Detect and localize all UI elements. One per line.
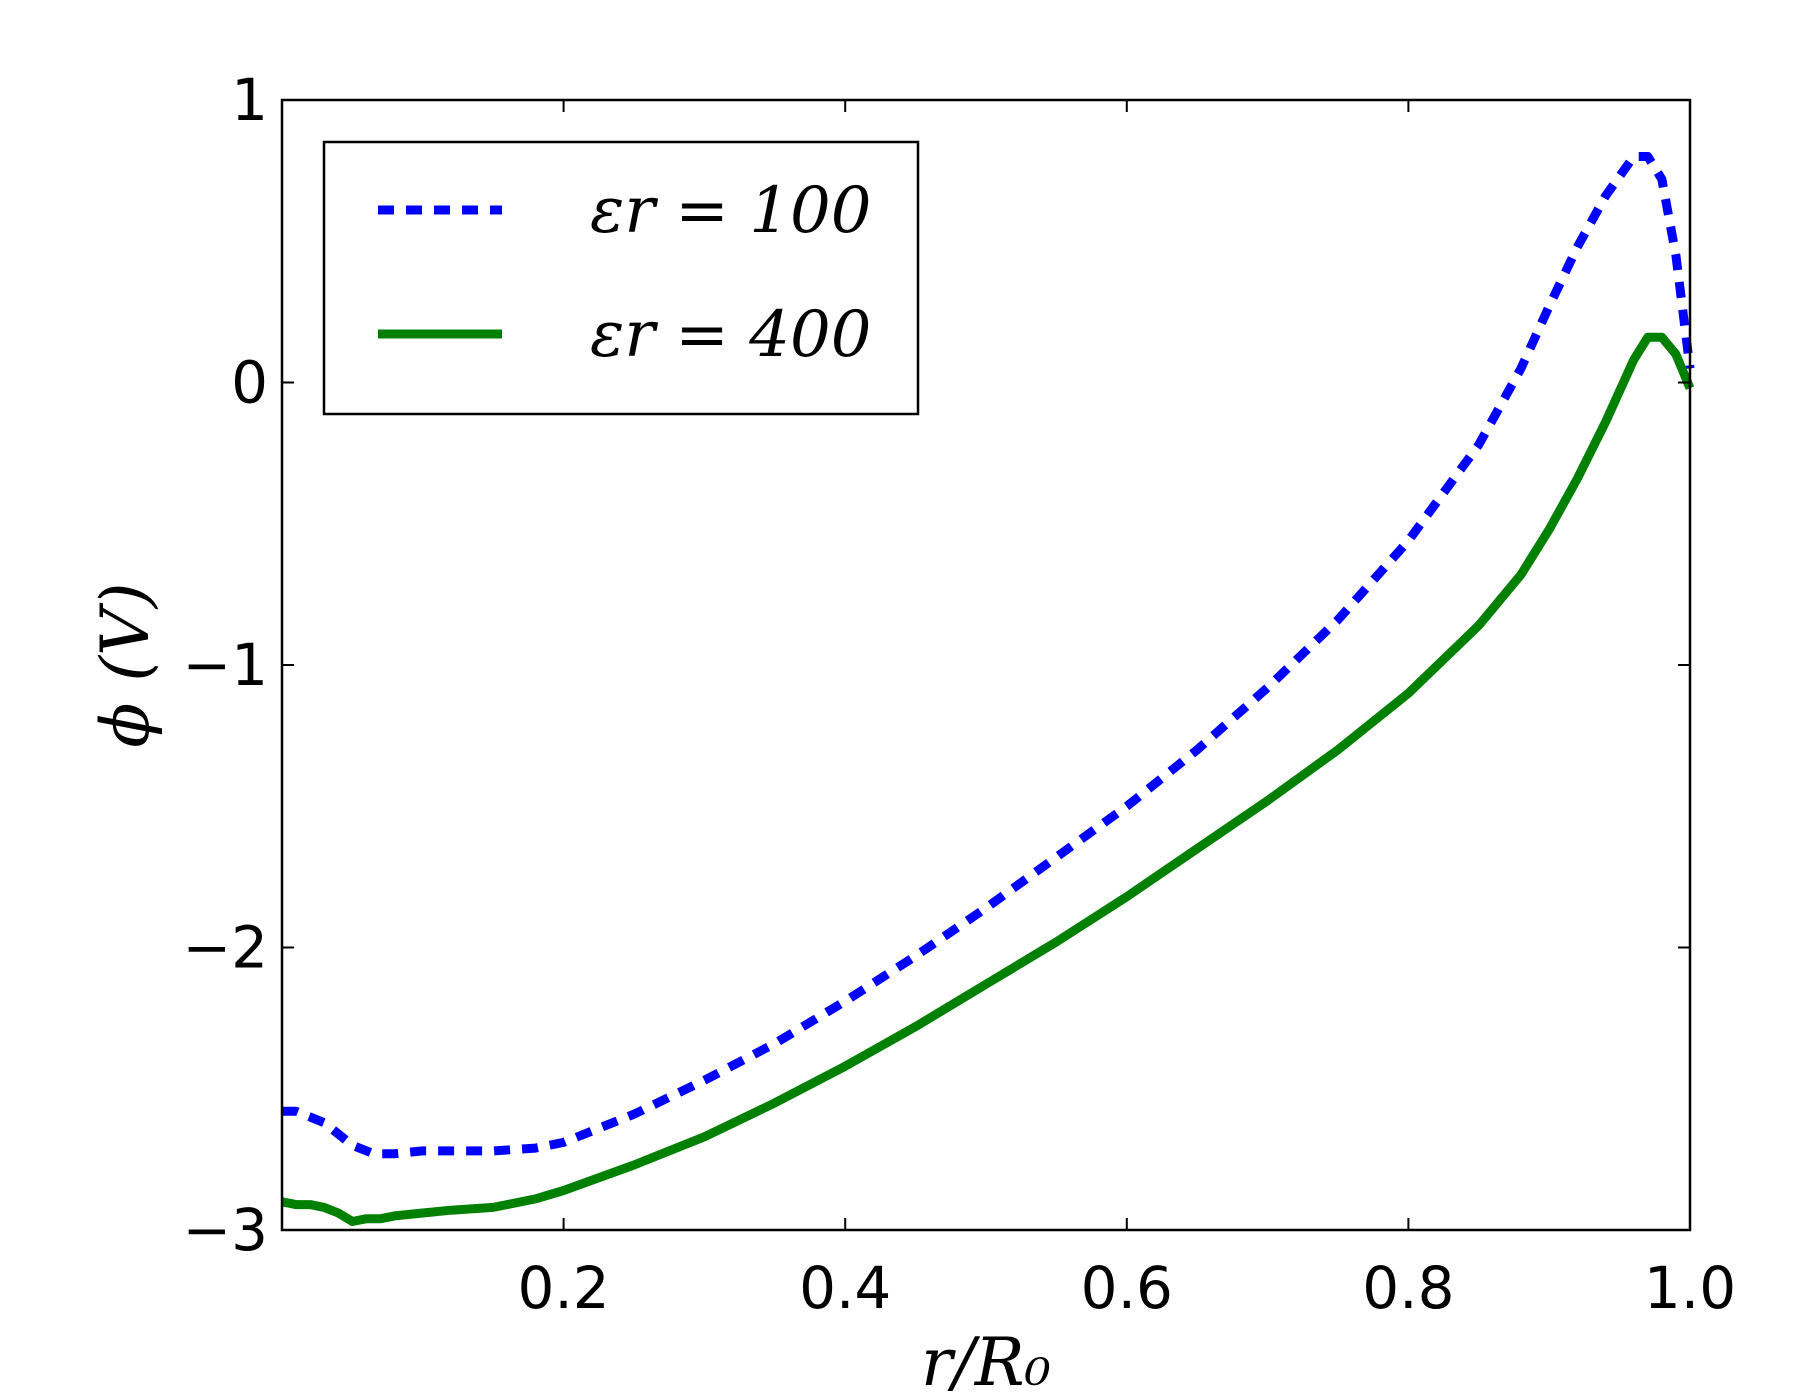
series-layer bbox=[281, 152, 1695, 1226]
x-axis-label: r/R₀ bbox=[921, 1324, 1051, 1400]
legend-label-series-2: εr = 400 bbox=[590, 298, 871, 372]
y-tick-labels: −3 −2 −1 0 1 bbox=[183, 66, 269, 1264]
ticks-layer bbox=[282, 99, 1691, 1231]
legend: εr = 100 εr = 400 bbox=[322, 140, 920, 416]
x-tick-label: 0.4 bbox=[799, 1254, 891, 1322]
x-tick-label: 1.0 bbox=[1644, 1254, 1736, 1322]
series-line-1 bbox=[282, 152, 1695, 1159]
series-line-2 bbox=[281, 332, 1695, 1226]
y-axis-label: ϕ (V) bbox=[87, 582, 164, 747]
x-tick-labels: 0.2 0.4 0.6 0.8 1.0 bbox=[517, 1254, 1736, 1322]
y-tick-label: 0 bbox=[231, 349, 268, 417]
legend-label-series-1: εr = 100 bbox=[590, 174, 871, 248]
x-tick-label: 0.8 bbox=[1362, 1254, 1454, 1322]
legend-box bbox=[322, 140, 920, 416]
y-tick-label: −1 bbox=[183, 631, 269, 699]
x-tick-label: 0.6 bbox=[1081, 1254, 1173, 1322]
x-tick-label: 0.2 bbox=[517, 1254, 609, 1322]
y-tick-label: −3 bbox=[183, 1196, 269, 1264]
y-tick-label: 1 bbox=[231, 66, 268, 134]
y-tick-label: −2 bbox=[183, 914, 269, 982]
